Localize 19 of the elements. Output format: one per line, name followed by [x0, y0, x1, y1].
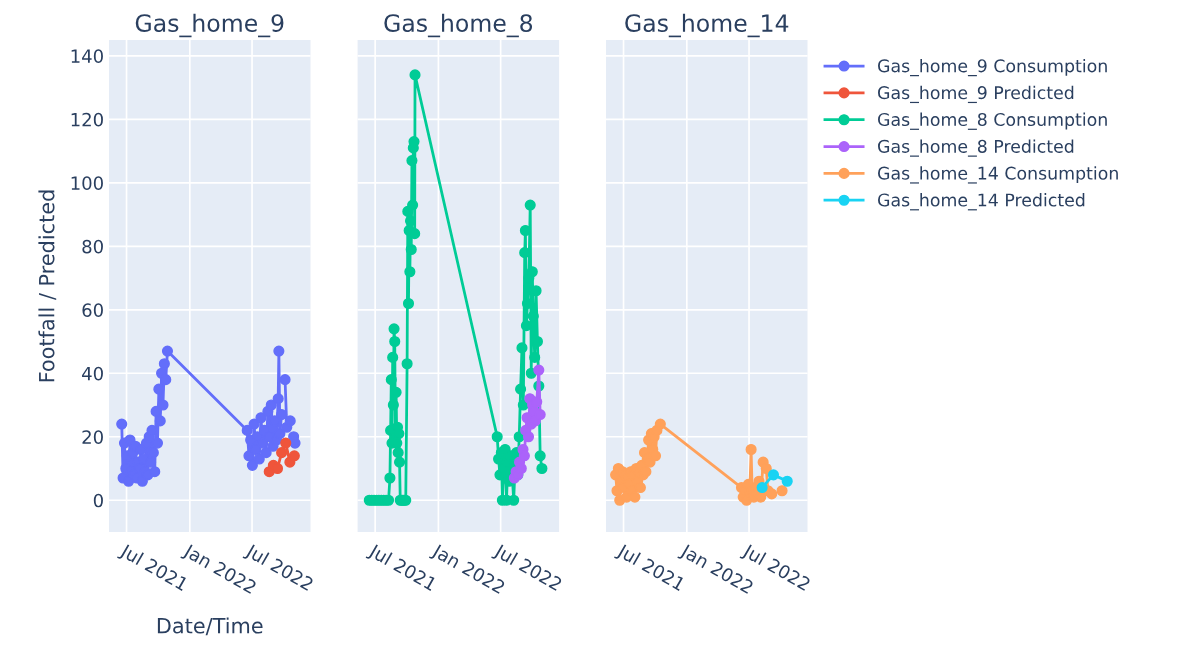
- legend-label: Gas_home_14 Predicted: [878, 193, 1085, 211]
- chart-title: Gas_home_14: [625, 13, 789, 38]
- y-tick-label: 140: [71, 49, 103, 63]
- y-tick-label: 40: [82, 366, 103, 381]
- legend-label: Gas_home_8 Predicted: [878, 139, 1074, 157]
- legend-label: Gas_home_8 Consumption: [878, 112, 1107, 130]
- x-axis-title: Date/Time: [157, 617, 263, 636]
- chart-title: Gas_home_9: [135, 13, 284, 38]
- y-tick-label: 120: [71, 112, 103, 127]
- y-axis-title: Footfall / Predicted: [38, 190, 57, 382]
- y-tick-label: 100: [71, 176, 103, 190]
- y-tick-label: 0: [93, 493, 103, 508]
- chart-title: Gas_home_8: [384, 13, 533, 38]
- legend-label: Gas_home_9 Predicted: [878, 85, 1074, 104]
- y-tick-label: 60: [82, 303, 103, 317]
- y-tick-label: 80: [82, 239, 103, 254]
- legend-label: Gas_home_9 Consumption: [878, 58, 1107, 77]
- legend-label: Gas_home_14 Consumption: [878, 166, 1118, 184]
- y-tick-label: 20: [82, 430, 103, 444]
